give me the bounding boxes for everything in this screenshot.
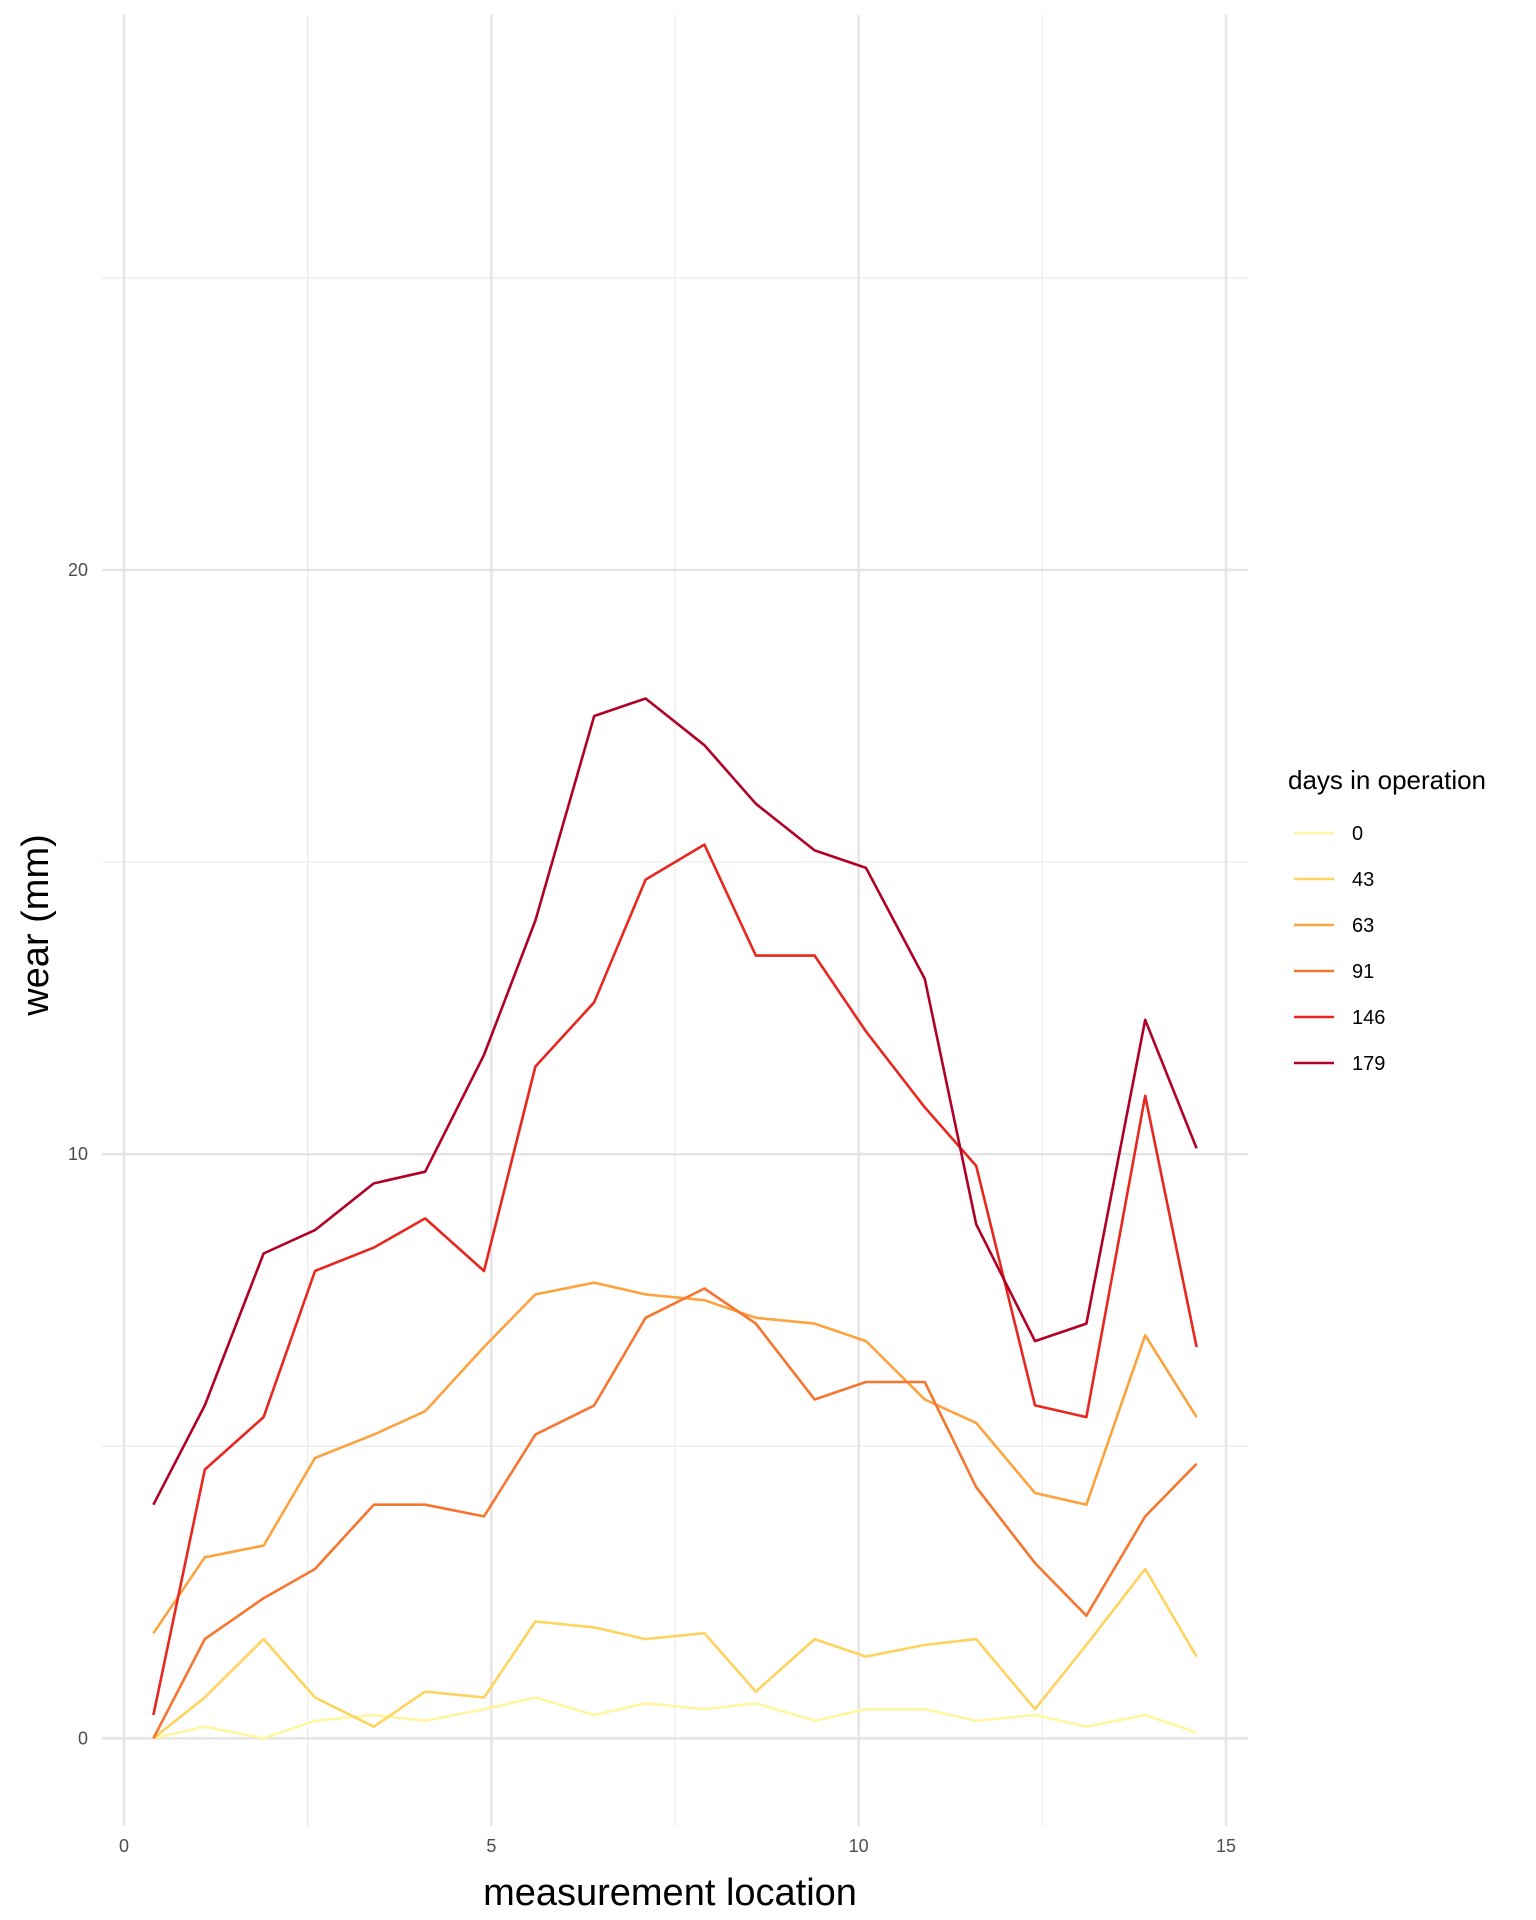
legend-title: days in operation [1288, 765, 1486, 795]
series-line-146 [152, 843, 1198, 1716]
y-axis-title: wear (mm) [15, 834, 57, 1017]
plot-panel [102, 15, 1248, 1826]
grid-major [102, 15, 1248, 1826]
y-tick-label: 0 [78, 1728, 88, 1748]
series-line-91 [152, 1287, 1198, 1739]
y-tick-label: 10 [68, 1144, 88, 1164]
series-lines [152, 697, 1198, 1740]
series-line-43 [152, 1567, 1198, 1740]
legend-label-91: 91 [1352, 961, 1374, 983]
x-tick-label: 15 [1216, 1836, 1236, 1856]
x-tick-label: 10 [849, 1836, 869, 1856]
x-axis-ticks: 0 5 10 15 [119, 1836, 1236, 1856]
series-line-0 [153, 1696, 1198, 1740]
y-tick-label: 20 [68, 560, 88, 580]
legend-label-63: 63 [1352, 915, 1374, 937]
series-line-63 [152, 1281, 1198, 1634]
legend-label-146: 146 [1352, 1007, 1385, 1029]
legend-label-0: 0 [1352, 823, 1363, 845]
legend-label-43: 43 [1352, 869, 1374, 891]
x-tick-label: 5 [486, 1836, 496, 1856]
x-axis-title: measurement location [483, 1872, 857, 1914]
series-line-179 [152, 697, 1198, 1506]
x-tick-label: 0 [119, 1836, 129, 1856]
legend-items: 0 43 63 91 146 179 [1294, 823, 1385, 1075]
y-axis-ticks: 0 10 20 [68, 560, 88, 1748]
grid-minor [102, 15, 1248, 1826]
legend-label-179: 179 [1352, 1053, 1385, 1075]
legend: days in operation 0 43 63 91 146 179 [1288, 765, 1486, 1075]
